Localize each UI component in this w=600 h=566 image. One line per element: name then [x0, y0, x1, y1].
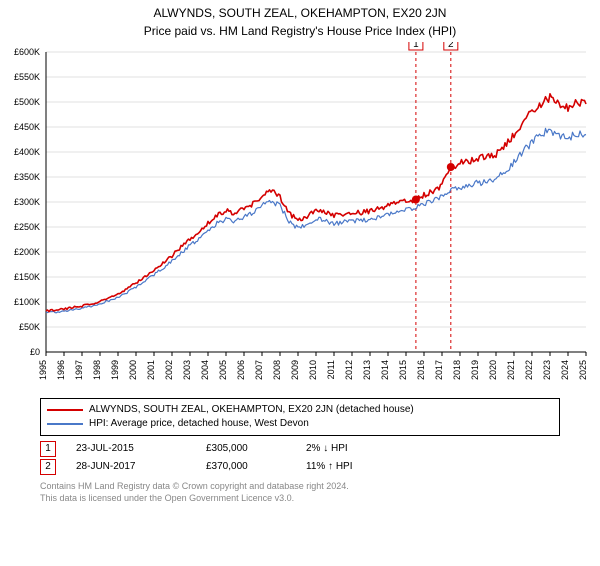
svg-text:2007: 2007 [254, 360, 264, 380]
svg-text:£400K: £400K [14, 147, 40, 157]
svg-text:£200K: £200K [14, 247, 40, 257]
sale-delta: 11% ↑ HPI [306, 458, 406, 476]
svg-text:2009: 2009 [290, 360, 300, 380]
legend-row-series2: HPI: Average price, detached house, West… [47, 417, 553, 431]
svg-text:1: 1 [413, 42, 419, 50]
svg-text:£600K: £600K [14, 47, 40, 57]
title-subtitle: Price paid vs. HM Land Registry's House … [0, 24, 600, 38]
footer-line-1: Contains HM Land Registry data © Crown c… [40, 480, 560, 492]
svg-text:2011: 2011 [326, 360, 336, 379]
svg-text:2004: 2004 [200, 360, 210, 380]
sale-delta: 2% ↓ HPI [306, 440, 406, 458]
svg-text:£350K: £350K [14, 172, 40, 182]
svg-text:£300K: £300K [14, 197, 40, 207]
svg-text:2013: 2013 [362, 360, 372, 380]
svg-text:2010: 2010 [308, 360, 318, 380]
svg-text:2003: 2003 [182, 360, 192, 380]
sale-date: 28-JUN-2017 [76, 458, 186, 476]
svg-text:1999: 1999 [110, 360, 120, 380]
svg-text:2000: 2000 [128, 360, 138, 380]
sale-date: 23-JUL-2015 [76, 440, 186, 458]
svg-text:2001: 2001 [146, 360, 156, 380]
chart-container: £0 £50K £100K £150K £200K £250K £300K £350K £400… [0, 42, 600, 392]
sales-row: 2 28-JUN-2017 £370,000 11% ↑ HPI [40, 458, 560, 476]
legend-row-series1: ALWYNDS, SOUTH ZEAL, OKEHAMPTON, EX20 2J… [47, 403, 553, 417]
price-chart: £0 £50K £100K £150K £200K £250K £300K £350K £400… [0, 42, 600, 392]
legend: ALWYNDS, SOUTH ZEAL, OKEHAMPTON, EX20 2J… [40, 398, 560, 436]
legend-label-1: ALWYNDS, SOUTH ZEAL, OKEHAMPTON, EX20 2J… [89, 403, 414, 417]
svg-text:£50K: £50K [19, 322, 40, 332]
legend-swatch-2 [47, 423, 83, 425]
sales-row: 1 23-JUL-2015 £305,000 2% ↓ HPI [40, 440, 560, 458]
sale-marker-badge: 2 [40, 459, 56, 475]
svg-text:2: 2 [448, 42, 454, 50]
svg-text:2014: 2014 [380, 360, 390, 380]
sale-price: £305,000 [206, 440, 286, 458]
svg-text:2019: 2019 [470, 360, 480, 380]
svg-text:2008: 2008 [272, 360, 282, 380]
svg-text:£0: £0 [30, 347, 40, 357]
svg-text:2012: 2012 [344, 360, 354, 380]
svg-text:£550K: £550K [14, 72, 40, 82]
svg-text:2016: 2016 [416, 360, 426, 380]
footer: Contains HM Land Registry data © Crown c… [40, 480, 560, 504]
svg-text:2006: 2006 [236, 360, 246, 380]
svg-text:2021: 2021 [506, 360, 516, 380]
svg-text:£150K: £150K [14, 272, 40, 282]
svg-text:1997: 1997 [74, 360, 84, 380]
svg-text:£250K: £250K [14, 222, 40, 232]
sale-marker-badge: 1 [40, 441, 56, 457]
footer-line-2: This data is licensed under the Open Gov… [40, 492, 560, 504]
svg-text:2017: 2017 [434, 360, 444, 380]
svg-text:2023: 2023 [542, 360, 552, 380]
legend-label-2: HPI: Average price, detached house, West… [89, 417, 309, 431]
svg-text:2018: 2018 [452, 360, 462, 380]
svg-text:2002: 2002 [164, 360, 174, 380]
svg-text:2024: 2024 [560, 360, 570, 380]
svg-text:2015: 2015 [398, 360, 408, 380]
sale-price: £370,000 [206, 458, 286, 476]
legend-swatch-1 [47, 409, 83, 411]
titles: ALWYNDS, SOUTH ZEAL, OKEHAMPTON, EX20 2J… [0, 6, 600, 38]
svg-text:£100K: £100K [14, 297, 40, 307]
svg-text:2022: 2022 [524, 360, 534, 380]
title-address: ALWYNDS, SOUTH ZEAL, OKEHAMPTON, EX20 2J… [0, 6, 600, 20]
svg-text:1996: 1996 [56, 360, 66, 380]
svg-text:1995: 1995 [38, 360, 48, 380]
svg-text:1998: 1998 [92, 360, 102, 380]
svg-text:£500K: £500K [14, 97, 40, 107]
svg-text:2025: 2025 [578, 360, 588, 380]
svg-text:2020: 2020 [488, 360, 498, 380]
svg-text:2005: 2005 [218, 360, 228, 380]
sales-table: 1 23-JUL-2015 £305,000 2% ↓ HPI 2 28-JUN-2017… [40, 440, 560, 476]
svg-text:£450K: £450K [14, 122, 40, 132]
